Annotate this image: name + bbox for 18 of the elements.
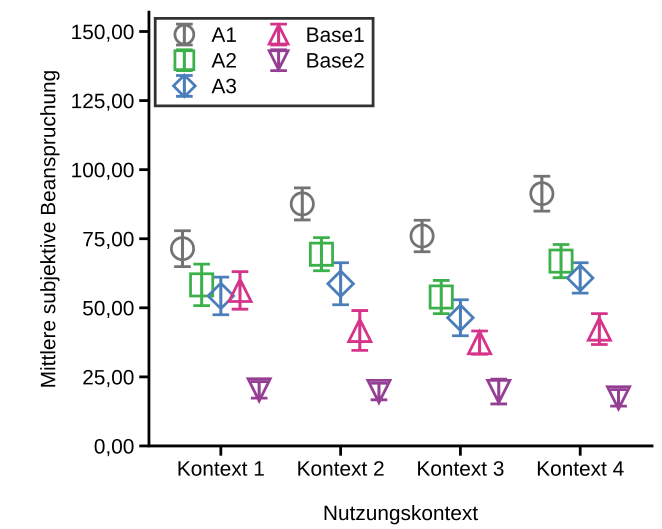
x-tick-label: Kontext 3 <box>418 461 504 476</box>
y-tick-label: 50,00 <box>83 300 134 318</box>
legend-label: A3 <box>211 78 236 94</box>
y-tick-label: 75,00 <box>83 232 134 249</box>
y-tick-label: 125,00 <box>72 94 134 111</box>
legend-label: A1 <box>211 28 236 42</box>
y-tick-label: 150,00 <box>72 24 134 42</box>
x-tick-label: Kontext 1 <box>178 461 264 476</box>
x-tick-label: Kontext 4 <box>538 461 624 476</box>
legend-label: Base2 <box>307 52 364 68</box>
y-tick-label: 100,00 <box>72 162 134 180</box>
x-axis-title: Nutzungskontext <box>324 504 478 524</box>
y-tick-label: 0,00 <box>94 438 134 456</box>
x-tick-label: Kontext 2 <box>298 461 384 476</box>
y-axis-title: Mittlere subjektive Beanspruchung <box>40 71 60 387</box>
legend-label: A2 <box>211 52 236 68</box>
y-tick-label: 25,00 <box>83 370 134 388</box>
legend-label: Base1 <box>307 28 364 42</box>
